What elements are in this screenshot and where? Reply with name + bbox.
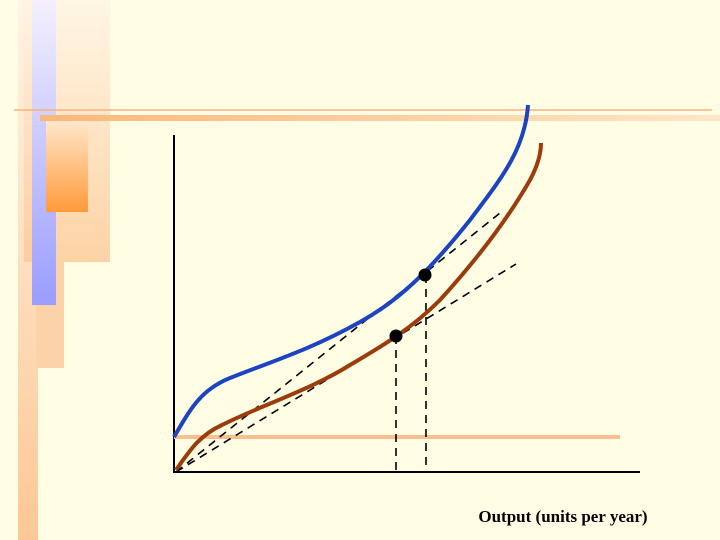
tangent-lines: [175, 212, 517, 473]
tangent-point: [389, 329, 403, 343]
deco-line: [40, 115, 720, 121]
deco-block: [46, 120, 88, 212]
variable-cost-curve: [174, 142, 543, 472]
total-cost-curve: [172, 104, 530, 439]
x-axis-label: Output (units per year): [478, 507, 647, 526]
ray-line: [175, 212, 501, 473]
tangent-point: [418, 268, 432, 282]
